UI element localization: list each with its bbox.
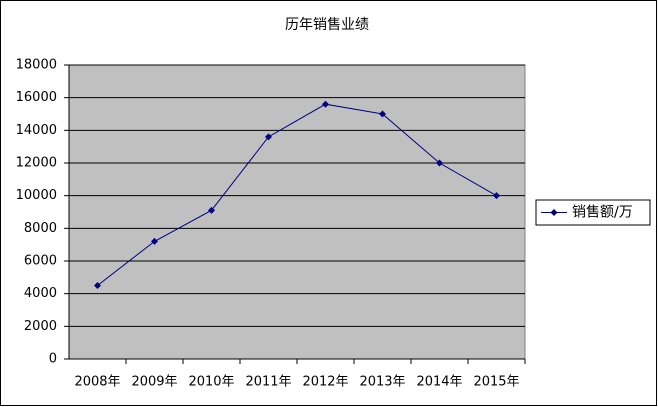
point-marker: [379, 110, 386, 118]
x-tick-label: 2009年: [131, 375, 177, 390]
x-tick-label: 2014年: [416, 375, 462, 390]
point-marker: [208, 206, 215, 214]
y-tick-label: 16000: [16, 90, 57, 105]
x-tick-label: 2013年: [359, 375, 405, 390]
y-tick-label: 18000: [16, 58, 57, 73]
y-tick-label: 4000: [24, 286, 57, 301]
legend-marker: [550, 209, 558, 216]
y-tick-label: 12000: [16, 156, 57, 171]
y-tick-label: 6000: [24, 254, 57, 269]
x-tick-label: 2012年: [302, 375, 348, 390]
point-marker: [322, 100, 329, 108]
x-tick-label: 2011年: [245, 375, 291, 390]
point-marker: [436, 159, 443, 167]
point-marker: [151, 237, 158, 245]
x-tick-label: 2015年: [473, 375, 519, 390]
y-tick-label: 10000: [16, 188, 57, 203]
y-tick-label: 0: [49, 352, 57, 367]
series-line: [97, 103, 497, 286]
legend-label: 销售额/万: [572, 205, 633, 221]
point-marker: [265, 133, 272, 141]
chart-title: 历年销售业绩: [285, 17, 369, 33]
point-marker: [94, 282, 101, 289]
y-tick-label: 2000: [24, 319, 57, 334]
x-tick-label: 2010年: [188, 375, 234, 390]
point-marker: [493, 192, 500, 200]
y-tick-label: 14000: [16, 123, 57, 138]
plot-area: [68, 64, 526, 360]
x-tick-label: 2008年: [74, 375, 120, 390]
y-tick-label: 8000: [24, 221, 57, 236]
